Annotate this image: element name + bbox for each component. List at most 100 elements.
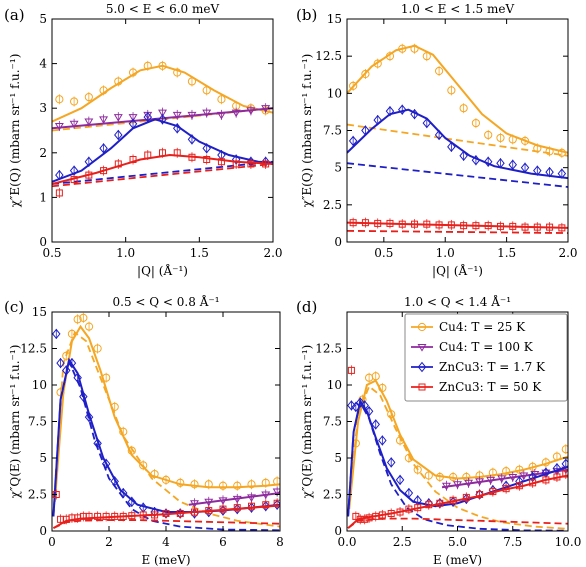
data-point	[218, 481, 228, 490]
chart-title: 1.0 < E < 1.5 meV	[401, 2, 515, 16]
x-tick-label: 10.0	[555, 535, 582, 549]
legend: Cu4: T = 25 K Cu4: T = 100 K ZnCu3: T = 1.…	[404, 313, 568, 402]
data-point	[190, 480, 199, 489]
legend-entry: ZnCu3: T = 50 K	[411, 380, 542, 394]
chart-title: 1.0 < Q < 1.4 Å⁻¹	[404, 294, 511, 309]
x-tick-label: 0.0	[337, 535, 356, 549]
data-point	[434, 66, 444, 76]
y-axis-label: χ″E(Q) (mbarn sr⁻¹ f.u.⁻¹)	[300, 54, 314, 208]
data-point	[93, 438, 102, 449]
chart-panel-2: (c) 0.5 < Q < 0.8 Å⁻¹ 0 2 4 6 8 0 2.5 5 7.5 10 12.5 1…	[4, 294, 284, 567]
series-3	[52, 147, 273, 198]
y-tick-label: 0	[334, 524, 342, 538]
x-tick-label: 0.5	[374, 246, 393, 260]
y-tick-label: 2.5	[28, 488, 47, 502]
x-tick-label: 1.5	[497, 246, 516, 260]
data-point	[84, 92, 93, 102]
y-tick-label: 5	[39, 12, 47, 26]
y-tick-label: 0	[39, 524, 47, 538]
series-3	[52, 489, 280, 529]
x-tick-label: 4	[162, 535, 170, 549]
plot-area	[52, 60, 273, 198]
data-point	[158, 114, 167, 125]
fit-line	[53, 324, 280, 502]
data-point	[217, 158, 225, 166]
data-point	[502, 467, 511, 476]
y-tick-label: 5	[334, 161, 342, 175]
y-tick-label: 7.5	[28, 415, 47, 429]
background-fit-line	[347, 123, 568, 157]
panel-label: (d)	[296, 298, 317, 316]
data-point	[459, 150, 468, 161]
data-point	[128, 114, 138, 122]
data-point	[231, 109, 241, 118]
x-tick-label: 2.0	[263, 246, 282, 260]
data-point	[84, 118, 94, 127]
data-point	[99, 116, 109, 124]
data-point	[410, 108, 419, 120]
data-point	[272, 488, 280, 497]
data-point	[398, 104, 407, 115]
y-tick-label: 7.5	[323, 415, 342, 429]
x-tick-label: 6	[219, 535, 227, 549]
data-point	[217, 95, 226, 104]
series-2	[347, 397, 568, 531]
data-point	[127, 496, 137, 507]
y-tick-label: 12.5	[20, 342, 47, 356]
y-tick-label: 5	[39, 451, 47, 465]
data-point	[173, 68, 182, 77]
data-point	[561, 445, 568, 454]
background-fit-line	[52, 163, 273, 188]
series-2	[52, 328, 280, 531]
y-tick-label: 2.5	[323, 488, 342, 502]
background-fit-line	[347, 229, 568, 234]
legend-box	[404, 313, 568, 402]
data-point	[262, 501, 270, 509]
x-tick-label: 0.5	[42, 246, 61, 260]
axes-frame	[346, 18, 569, 243]
legend-marker	[418, 383, 426, 391]
data-point	[356, 397, 365, 408]
data-point	[348, 135, 358, 147]
fit-line	[52, 504, 280, 529]
axes-frame	[51, 18, 274, 243]
data-point	[79, 313, 88, 322]
x-axis-label: |Q| (Å⁻¹)	[432, 263, 483, 278]
y-tick-label: 2.5	[323, 198, 342, 212]
y-tick-label: 5	[334, 451, 342, 465]
data-point	[55, 189, 63, 197]
x-tick-label: 5.0	[448, 535, 467, 549]
data-point	[79, 391, 88, 402]
fit-line	[348, 379, 568, 510]
x-axis-label: |Q| (Å⁻¹)	[137, 263, 188, 278]
legend-entry: Cu4: T = 100 K	[411, 340, 534, 354]
data-point	[94, 512, 102, 520]
chart-panel-0: (a) 5.0 < E < 6.0 meV 0.5 1.0 1.5 2.0 0 1 2 3 4 5 |Q…	[4, 2, 283, 278]
data-point	[85, 512, 93, 520]
legend-entry: ZnCu3: T = 1.7 K	[411, 360, 546, 374]
y-axis-label: χ″Q(E) (mbarn sr⁻¹ f.u.⁻¹)	[300, 345, 314, 499]
panel-label: (a)	[4, 6, 25, 24]
data-point	[139, 461, 148, 470]
plot-area	[52, 312, 280, 531]
fit-line	[441, 468, 568, 489]
data-point	[447, 86, 456, 95]
plot-area	[347, 365, 568, 531]
panel-label: (c)	[4, 298, 24, 316]
series-3	[347, 365, 568, 529]
series-0	[348, 371, 568, 530]
x-tick-label: 7.5	[503, 535, 522, 549]
data-point	[55, 95, 64, 104]
data-point	[84, 411, 94, 423]
data-point	[447, 141, 456, 153]
data-point	[347, 366, 355, 374]
data-point	[347, 400, 356, 411]
x-tick-label: 1.0	[436, 246, 455, 260]
x-axis-label: E (meV)	[141, 553, 190, 567]
series-0	[347, 43, 568, 158]
x-axis-label: E (meV)	[433, 553, 482, 567]
fit-line	[347, 108, 568, 180]
x-tick-label: 8	[276, 535, 284, 549]
data-point	[386, 457, 396, 468]
background-fit-line	[347, 517, 568, 529]
